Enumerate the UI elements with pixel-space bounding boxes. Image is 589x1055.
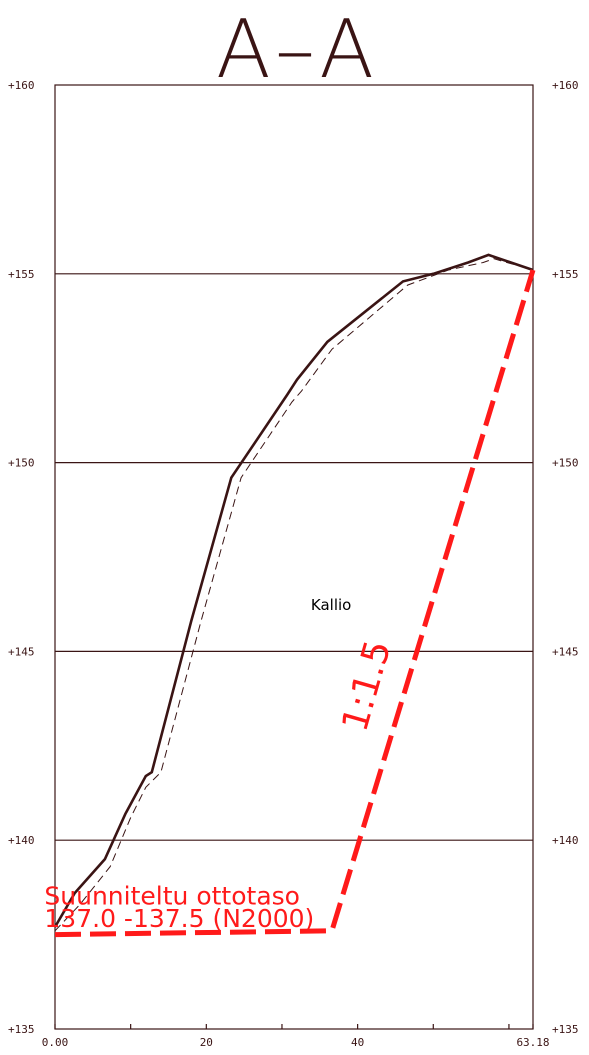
x-tick-label: 20 [200, 1036, 213, 1049]
rock-surface-line [54, 258, 534, 932]
y-tick-label: +140 [8, 834, 35, 847]
y-tick-label: +150 [552, 457, 579, 470]
elevation-grid [55, 273, 533, 841]
y-tick-label: +160 [552, 79, 579, 92]
terrain-line [53, 253, 534, 928]
y-tick-label: +135 [8, 1023, 35, 1036]
x-tick-label: 63.18 [516, 1036, 549, 1049]
design-extraction-line [54, 269, 536, 938]
y-tick-label: +160 [8, 79, 35, 92]
profile-lines [53, 253, 536, 938]
section-title: A–A [216, 3, 380, 96]
y-tick-label: +145 [552, 645, 579, 658]
plot-border [54, 84, 534, 1030]
y-tick-label: +145 [8, 645, 35, 658]
y-tick-label: +135 [552, 1023, 579, 1036]
y-axis-left: +160 +155 +150 +145 +140 +135 [8, 79, 35, 1036]
y-tick-label: +140 [552, 834, 579, 847]
rock-label: Kallio [311, 596, 351, 614]
y-tick-label: +150 [8, 457, 35, 470]
x-tick-label: 40 [351, 1036, 364, 1049]
plot-frame [54, 84, 534, 1030]
x-axis: 0.00 20 40 63.18 [42, 1024, 550, 1049]
design-level-value: 137.0 -137.5 (N2000) [44, 904, 314, 933]
y-tick-label: +155 [8, 268, 35, 281]
design-level-label: Suunniteltu ottotaso [44, 881, 300, 910]
y-axis-right: +160 +155 +150 +145 +140 +135 [552, 79, 579, 1036]
x-tick-label: 0.00 [42, 1036, 69, 1049]
y-tick-label: +155 [552, 268, 579, 281]
